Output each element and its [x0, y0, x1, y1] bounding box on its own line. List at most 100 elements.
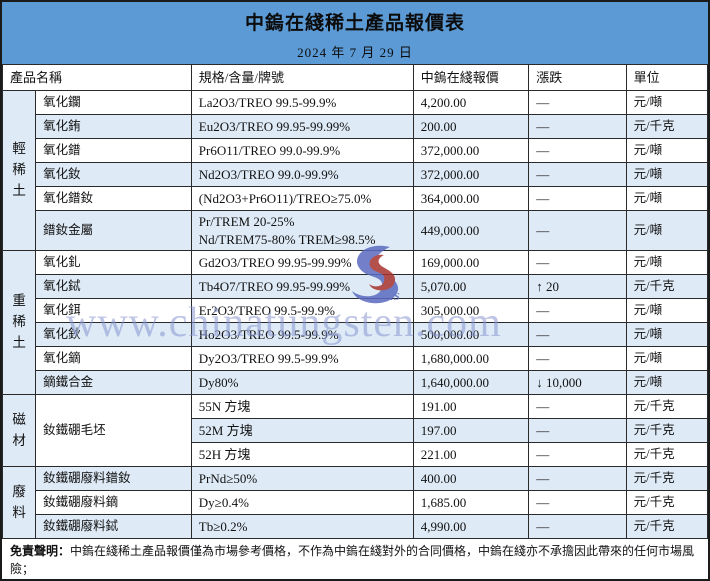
cell-spec: Eu2O3/TREO 99.95-99.99% [190, 114, 414, 139]
cell-unit: 元/千克 [625, 114, 708, 139]
cell-product: 鏑鐵合金 [35, 370, 192, 395]
disclaimer-text: 中鎢在綫稀土產品報價僅為市場參考價格，不作為中鎢在綫對外的合同價格，中鎢在綫亦不… [10, 544, 695, 576]
col-header-spec: 規格/含量/牌號 [190, 64, 414, 91]
cell-spec: Gd2O3/TREO 99.95-99.99% [190, 250, 414, 275]
table-row: 氧化鏑 Dy2O3/TREO 99.5-99.9% 1,680,000.00 —… [3, 346, 708, 371]
cell-change: — [528, 490, 627, 515]
cell-unit: 元/噸 [625, 186, 708, 211]
cell-change: — [528, 298, 627, 323]
table-row: 氧化銪 Eu2O3/TREO 99.95-99.99% 200.00 — 元/千… [3, 114, 708, 139]
cell-price: 400.00 [412, 466, 530, 491]
cell-spec: Dy≥0.4% [190, 490, 414, 515]
table-row: 氧化鉺 Er2O3/TREO 99.5-99.9% 305,000.00 — 元… [3, 298, 708, 323]
cell-unit: 元/噸 [625, 138, 708, 163]
cell-change: ↑ 20 [528, 274, 627, 299]
cell-unit: 元/噸 [625, 370, 708, 395]
group-label-magnet-material: 磁材 [2, 394, 37, 467]
cell-change: — [528, 250, 627, 275]
cell-unit: 元/千克 [625, 394, 708, 419]
cell-change: — [528, 90, 627, 115]
table-row: 重稀土 氧化釓 Gd2O3/TREO 99.95-99.99% 169,000.… [2, 250, 708, 395]
cell-unit: 元/千克 [625, 274, 708, 299]
cell-product: 氧化鏑 [35, 346, 192, 371]
disclaimer-line-1: 免責聲明：中鎢在綫稀土產品報價僅為市場參考價格，不作為中鎢在綫對外的合同價格，中… [10, 542, 700, 578]
col-header-unit: 單位 [625, 64, 708, 91]
col-header-change: 漲跌 [528, 64, 627, 91]
cell-price: 1,640,000.00 [412, 370, 530, 395]
cell-spec: La2O3/TREO 99.5-99.9% [190, 90, 414, 115]
disclaimer: 免責聲明：中鎢在綫稀土產品報價僅為市場參考價格，不作為中鎢在綫對外的合同價格，中… [2, 539, 708, 579]
cell-change: — [528, 186, 627, 211]
cell-price: 1,685.00 [412, 490, 530, 515]
disclaimer-label: 免責聲明： [10, 544, 71, 558]
cell-change: — [528, 322, 627, 347]
cell-unit: 元/噸 [625, 298, 708, 323]
cell-product: 氧化釓 [35, 250, 192, 275]
table-row: 釹鐵硼廢料鏑 Dy≥0.4% 1,685.00 — 元/千克 [3, 490, 708, 515]
cell-unit: 元/噸 [625, 346, 708, 371]
cell-unit: 元/千克 [625, 514, 708, 539]
cell-product: 氧化鐠 [35, 138, 192, 163]
cell-change: — [528, 394, 627, 419]
cell-spec: Pr6O11/TREO 99.0-99.9% [190, 138, 414, 163]
group-label-heavy-rare-earth: 重稀土 [2, 250, 37, 395]
cell-spec: Ho2O3/TREO 99.5-99.9% [190, 322, 414, 347]
cell-change: — [528, 162, 627, 187]
cell-price: 364,000.00 [412, 186, 530, 211]
cell-spec: Dy80% [190, 370, 414, 395]
cell-change: — [528, 442, 627, 467]
cell-product: 鐠釹金屬 [35, 210, 192, 251]
cell-unit: 元/噸 [625, 250, 708, 275]
page-title: 中鎢在綫稀土產品報價表 [244, 12, 465, 34]
cell-spec: Tb≥0.2% [190, 514, 414, 539]
col-header-price: 中鎢在綫報價 [412, 64, 530, 91]
cell-spec: Dy2O3/TREO 99.5-99.9% [190, 346, 414, 371]
cell-price: 4,200.00 [412, 90, 530, 115]
cell-change: — [528, 514, 627, 539]
cell-price: 449,000.00 [412, 210, 530, 251]
cell-spec: Pr/TREM 20-25% Nd/TREM75-80% TREM≥98.5% [190, 210, 414, 251]
cell-unit: 元/千克 [625, 418, 708, 443]
cell-spec: PrNd≥50% [190, 466, 414, 491]
cell-unit: 元/噸 [625, 322, 708, 347]
cell-product: 氧化鉺 [35, 298, 192, 323]
table-row: 鏑鐵合金 Dy80% 1,640,000.00 ↓ 10,000 元/噸 [3, 370, 708, 395]
table-row: 磁材 釹鐵硼毛坯 55N 方塊 191.00 — 元/千克 [2, 394, 708, 467]
cell-price: 372,000.00 [412, 162, 530, 187]
table-row: 氧化鐠 Pr6O11/TREO 99.0-99.9% 372,000.00 — … [3, 138, 708, 163]
cell-product: 釹鐵硼毛坯 [35, 394, 192, 467]
cell-spec: (Nd2O3+Pr6O11)/TREO≥75.0% [190, 186, 414, 211]
cell-price: 500,000.00 [412, 322, 530, 347]
cell-change: — [528, 138, 627, 163]
cell-unit: 元/千克 [625, 490, 708, 515]
table-row: 52H 方塊 221.00 — 元/千克 [3, 442, 708, 467]
group-label-light-rare-earth: 輕稀土 [2, 90, 37, 251]
cell-spec: 52M 方塊 [190, 418, 414, 443]
col-header-product: 產品名稱 [2, 64, 192, 91]
cell-product: 釹鐵硼廢料鋱 [35, 514, 192, 539]
cell-price: 4,990.00 [412, 514, 530, 539]
cell-unit: 元/噸 [625, 162, 708, 187]
table-row: 廢料 釹鐵硼廢料鐠釹 PrNd≥50% 400.00 — 元/千克 [2, 466, 708, 539]
table-row: 氧化鈥 Ho2O3/TREO 99.5-99.9% 500,000.00 — 元… [3, 322, 708, 347]
report-date: 2024 年 7 月 29 日 [297, 44, 413, 60]
cell-price: 191.00 [412, 394, 530, 419]
cell-product: 釹鐵硼廢料鐠釹 [35, 466, 192, 491]
cell-spec: 52H 方塊 [190, 442, 414, 467]
cell-price: 169,000.00 [412, 250, 530, 275]
cell-price: 372,000.00 [412, 138, 530, 163]
cell-spec: 55N 方塊 [190, 394, 414, 419]
cell-unit: 元/千克 [625, 466, 708, 491]
price-table: 產品名稱 規格/含量/牌號 中鎢在綫報價 漲跌 單位 輕稀土 氧化鑭 La2O3… [2, 64, 708, 539]
title-block: 中鎢在綫稀土產品報價表 2024 年 7 月 29 日 [2, 2, 708, 64]
cell-price: 305,000.00 [412, 298, 530, 323]
cell-price: 200.00 [412, 114, 530, 139]
table-row: 氧化釹 Nd2O3/TREO 99.0-99.9% 372,000.00 — 元… [3, 162, 708, 187]
cell-spec: Er2O3/TREO 99.5-99.9% [190, 298, 414, 323]
cell-product: 釹鐵硼廢料鏑 [35, 490, 192, 515]
spec-line-2: Nd/TREM75-80% TREM≥98.5% [198, 231, 376, 247]
table-row: 釹鐵硼廢料鋱 Tb≥0.2% 4,990.00 — 元/千克 [3, 514, 708, 539]
cell-price: 197.00 [412, 418, 530, 443]
table-row: 氧化鐠釹 (Nd2O3+Pr6O11)/TREO≥75.0% 364,000.0… [3, 186, 708, 211]
